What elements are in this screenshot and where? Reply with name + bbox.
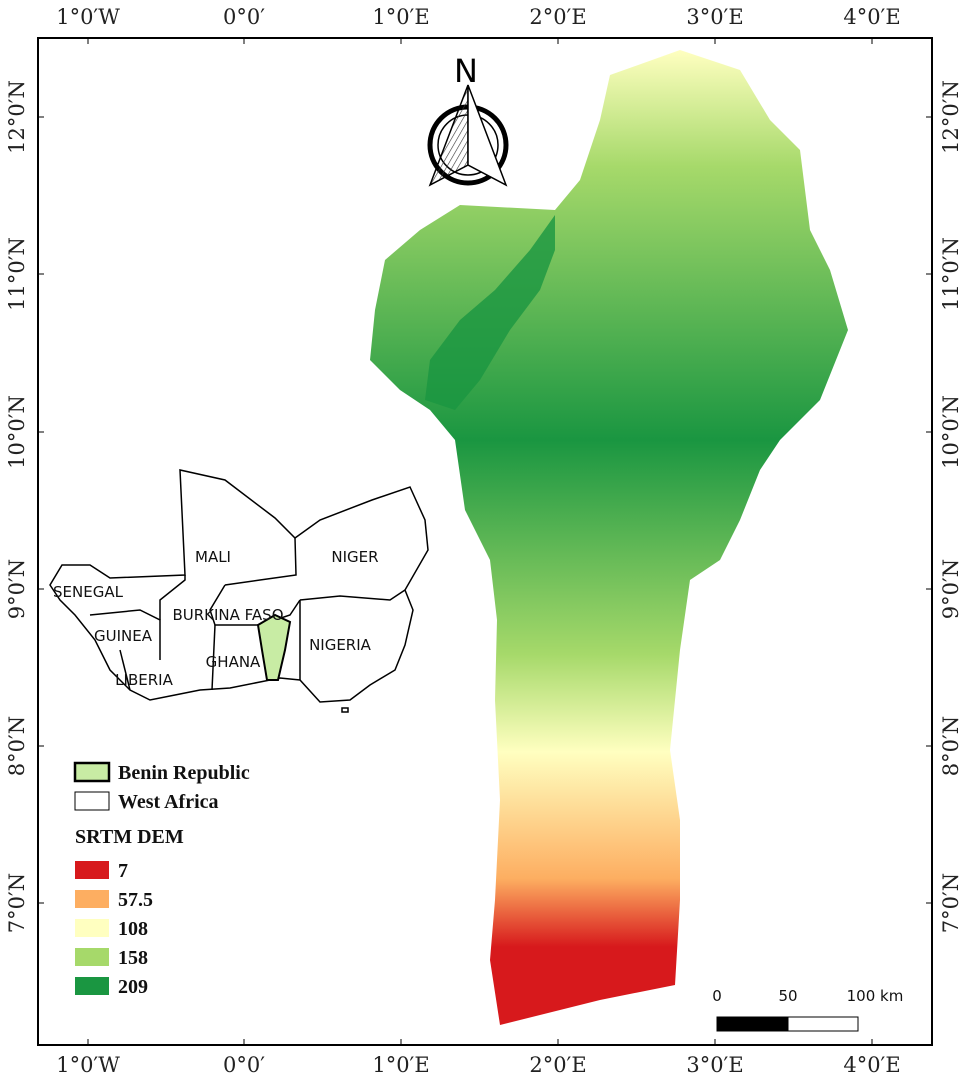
country-label: LIBERIA — [115, 671, 173, 689]
longitude-label: 3°0′E — [686, 5, 743, 29]
scale-label: 0 — [712, 987, 722, 1005]
longitude-label: 2°0′E — [529, 1053, 586, 1077]
country-label: NIGERIA — [309, 636, 372, 654]
country-label: GHANA — [206, 653, 261, 671]
longitude-label: 2°0′E — [529, 5, 586, 29]
latitude-label: 10°0′N — [5, 395, 29, 469]
legend: Benin Republic West Africa SRTM DEM 7 57.5 10… — [73, 761, 250, 998]
legend-swatch — [75, 977, 109, 995]
scale-bar — [716, 1016, 859, 1032]
latitude-label: 7°0′N — [5, 873, 29, 933]
latitude-label: 8°0′N — [939, 716, 963, 776]
benin-dem — [370, 50, 848, 1025]
legend-value: 108 — [118, 918, 148, 940]
inset-benin — [256, 613, 292, 681]
latitude-label: 12°0′N — [939, 80, 963, 154]
border — [299, 589, 406, 601]
legend-label: Benin Republic — [118, 762, 250, 784]
north-label: N — [454, 52, 478, 90]
legend-swatch — [75, 919, 109, 937]
longitude-label: 0°0′ — [223, 1053, 265, 1077]
scale-label: 50 — [778, 987, 797, 1005]
border — [224, 537, 297, 586]
country-label: GUINEA — [94, 627, 153, 645]
legend-value: 158 — [118, 947, 148, 969]
scale-segment — [787, 1016, 859, 1032]
west-africa-outline — [49, 469, 429, 703]
border — [119, 649, 131, 691]
longitude-label: 0°0′ — [223, 5, 265, 29]
legend-value: 209 — [118, 976, 148, 998]
latitude-label: 9°0′N — [939, 559, 963, 619]
latitude-label: 10°0′N — [939, 395, 963, 469]
legend-swatch — [74, 791, 110, 811]
legend-value: 7 — [118, 860, 128, 882]
border — [89, 609, 161, 660]
inset-map — [49, 469, 429, 713]
country-label: SENEGAL — [53, 583, 124, 601]
longitude-label: 1°0′E — [372, 5, 429, 29]
legend-label: West Africa — [118, 791, 219, 813]
latitude-label: 11°0′N — [939, 237, 963, 311]
border — [209, 584, 301, 626]
longitude-label: 3°0′E — [686, 1053, 743, 1077]
scale-segment — [716, 1016, 789, 1032]
legend-swatch — [75, 890, 109, 908]
north-arrow: N — [427, 52, 509, 187]
legend-title: SRTM DEM — [75, 826, 184, 848]
longitude-label: 1°0′W — [56, 1053, 120, 1077]
border — [211, 624, 216, 691]
scale-label: 100 km — [847, 987, 904, 1005]
legend-value: 57.5 — [118, 889, 153, 911]
legend-swatch — [75, 861, 109, 879]
longitude-label: 1°0′W — [56, 5, 120, 29]
latitude-label: 8°0′N — [5, 716, 29, 776]
country-label: NIGER — [331, 548, 378, 566]
country-label: BURKINA FASO — [172, 606, 283, 624]
latitude-label: 7°0′N — [939, 873, 963, 933]
latitude-label: 11°0′N — [5, 237, 29, 311]
island — [341, 707, 349, 713]
border — [159, 575, 186, 620]
legend-swatch — [75, 948, 109, 966]
country-label: MALI — [195, 548, 231, 566]
latitude-label: 12°0′N — [5, 80, 29, 154]
longitude-label: 4°0′E — [843, 1053, 900, 1077]
legend-swatch — [73, 761, 111, 783]
longitude-label: 1°0′E — [372, 1053, 429, 1077]
arrow-right — [467, 84, 508, 187]
dem-high-area — [425, 215, 555, 410]
latitude-label: 9°0′N — [5, 559, 29, 619]
map-frame — [37, 37, 933, 1046]
longitude-label: 4°0′E — [843, 5, 900, 29]
